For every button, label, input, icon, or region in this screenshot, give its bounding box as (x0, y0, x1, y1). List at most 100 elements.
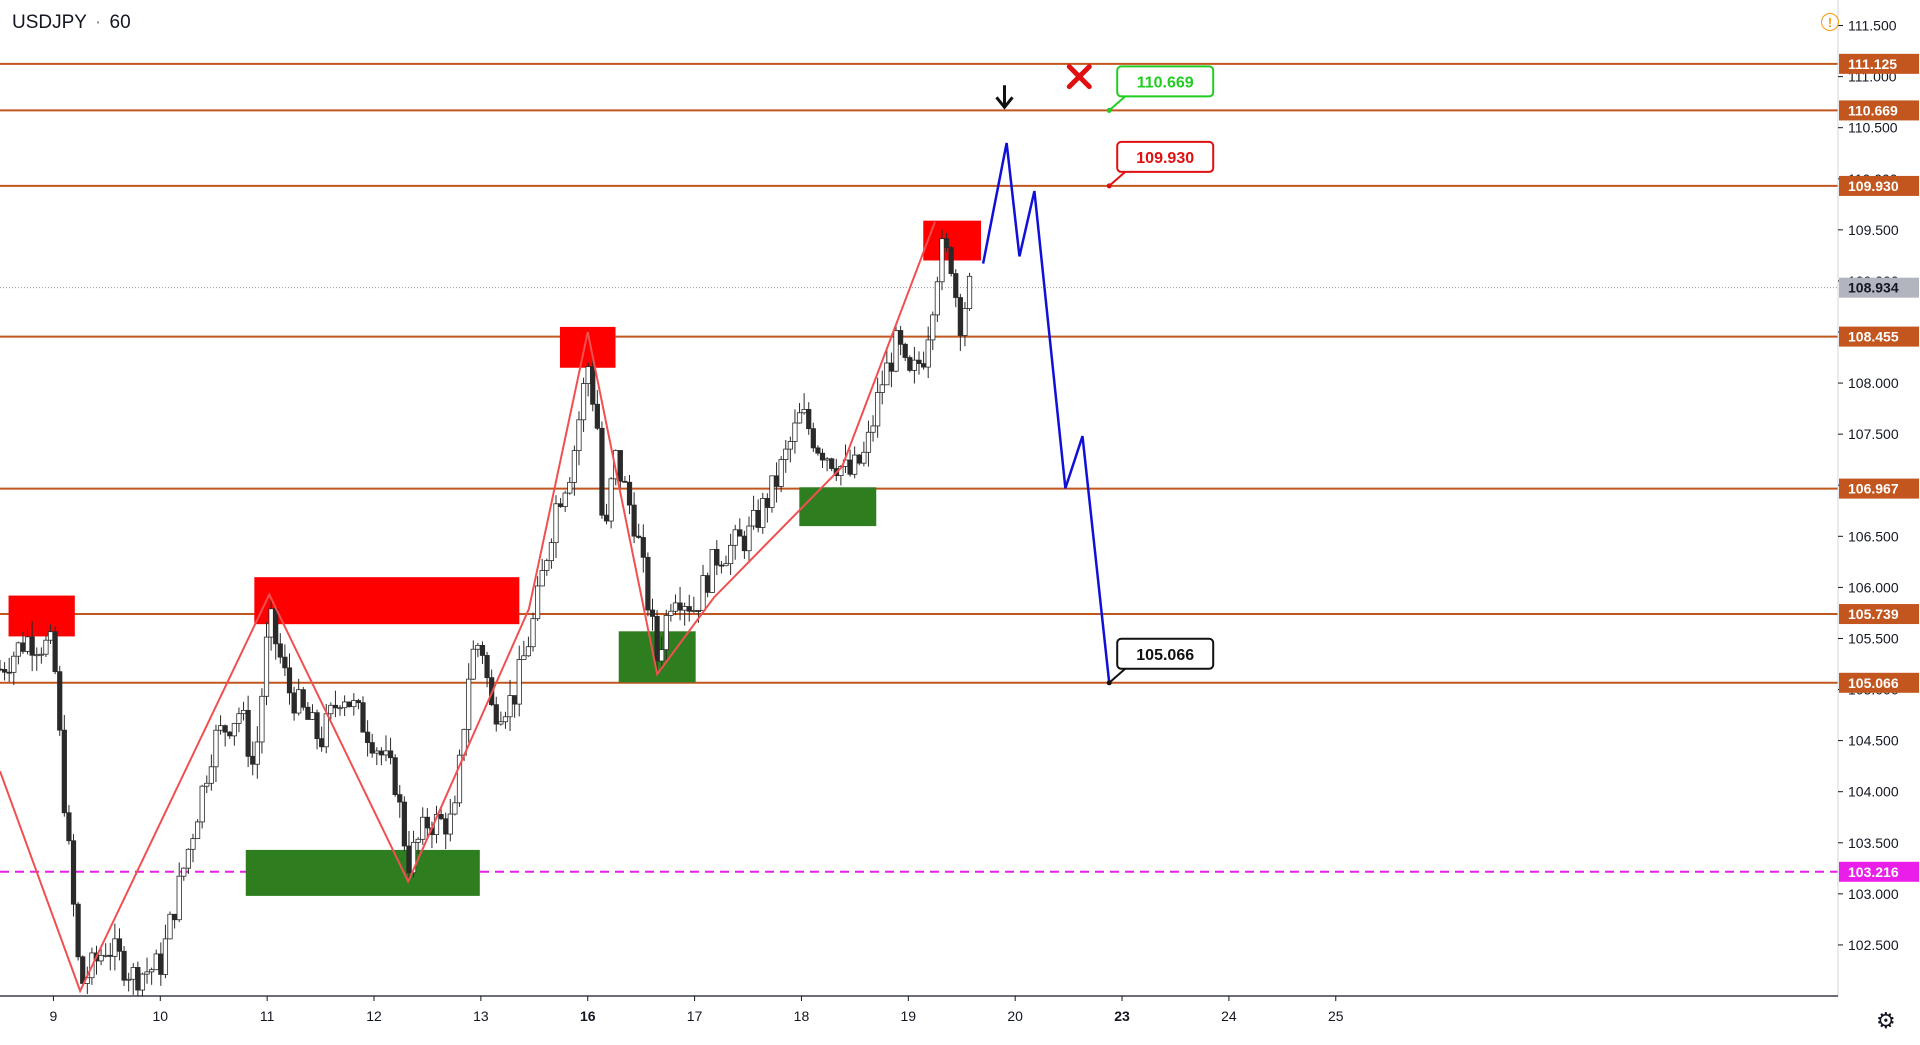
candle-body (920, 363, 927, 368)
resistance-zone[interactable] (8, 595, 75, 637)
candle (792, 409, 798, 454)
candle (939, 229, 945, 291)
candle (663, 609, 669, 660)
level-price-tag[interactable]: 111.125 (1839, 53, 1919, 74)
x-mark-icon[interactable] (1066, 64, 1092, 90)
candle-body (332, 704, 339, 709)
candle-body (718, 564, 725, 567)
level-price-tag[interactable]: 109.930 (1839, 175, 1919, 196)
candle-body (149, 969, 155, 973)
candle (0, 659, 3, 672)
level-price-tag[interactable]: 105.739 (1839, 604, 1919, 625)
candle (741, 530, 747, 559)
level-price-tag[interactable]: 105.066 (1839, 672, 1919, 693)
candle (769, 475, 775, 513)
candle-body (415, 838, 421, 843)
candle-body (737, 529, 743, 537)
candle-body (773, 475, 780, 487)
candle (424, 808, 430, 838)
price-callout[interactable]: 105.066 (1106, 637, 1215, 686)
candle (553, 495, 559, 559)
y-tick-label: 102.500 (1848, 937, 1899, 953)
price-callout[interactable]: 110.669 (1106, 65, 1215, 113)
candle-body (746, 525, 752, 552)
candle (649, 598, 656, 631)
candle-body (401, 801, 407, 847)
candle-body (852, 454, 858, 475)
tag-label: 106.967 (1848, 481, 1899, 497)
candle-body (824, 458, 830, 461)
candle-body (410, 841, 417, 874)
zigzag-line[interactable] (0, 221, 936, 994)
candle (153, 949, 159, 971)
candle (847, 449, 853, 477)
tag-bg (1839, 326, 1919, 347)
candle-body (374, 750, 380, 754)
level-price-tag[interactable]: 110.669 (1839, 100, 1919, 121)
candle (11, 651, 17, 686)
candle (535, 576, 541, 622)
time-axis-bg (0, 996, 1920, 1040)
symbol-header[interactable]: USDJPY · 60 (12, 12, 131, 34)
candle (626, 475, 633, 515)
level-price-tag[interactable]: 103.216 (1839, 861, 1919, 882)
candle-body (213, 729, 219, 768)
current-price-tag[interactable]: 108.934 (1839, 277, 1919, 298)
tag-label: 108.455 (1848, 329, 1899, 345)
candle (507, 679, 513, 732)
candle (227, 730, 233, 739)
level-price-tag[interactable]: 106.967 (1839, 478, 1919, 499)
candle-body (383, 750, 389, 756)
candle-body (250, 755, 256, 765)
candle (231, 722, 237, 746)
candle-body (139, 973, 146, 991)
candle (608, 477, 614, 529)
candle-body (521, 655, 527, 660)
candle (185, 848, 191, 874)
candle-body (300, 689, 306, 708)
candle-body (443, 818, 449, 835)
gear-icon[interactable]: ⚙ (1876, 1009, 1896, 1034)
candle (815, 445, 821, 456)
x-tick-label: 24 (1221, 1008, 1237, 1024)
zigzag-layer (0, 221, 936, 994)
candle-body (870, 425, 876, 433)
candle (672, 594, 679, 616)
candle-body (268, 608, 274, 638)
resistance-zone[interactable] (254, 577, 520, 625)
candle-body (493, 704, 499, 725)
candle-body (479, 645, 486, 656)
level-price-tag[interactable]: 108.455 (1839, 326, 1919, 347)
candle (806, 402, 812, 435)
tag-label: 110.669 (1848, 102, 1898, 118)
arrow-down-icon[interactable] (995, 85, 1014, 110)
candle-body (677, 602, 683, 611)
warning-icon[interactable]: ! (1821, 13, 1839, 31)
candle-body (80, 956, 86, 984)
candle-body (484, 655, 490, 679)
candle (617, 450, 623, 489)
candle-body (387, 750, 394, 759)
candle (571, 445, 577, 496)
candle-body (939, 238, 945, 283)
tag-bg (1839, 604, 1919, 625)
support-zone[interactable] (799, 487, 877, 527)
candle (420, 807, 426, 845)
candle (943, 232, 950, 253)
candle-body (631, 504, 637, 537)
support-zone[interactable] (245, 849, 480, 896)
candle (865, 420, 872, 467)
tag-bg (1839, 672, 1919, 693)
candle (746, 516, 752, 564)
candle-body (930, 314, 936, 341)
projection-line[interactable] (981, 142, 1111, 683)
candle-body (158, 953, 164, 975)
candle (930, 311, 936, 351)
price-callout[interactable]: 109.930 (1106, 140, 1215, 189)
x-tick-label: 12 (366, 1008, 382, 1024)
tag-bg (1839, 175, 1919, 196)
candle (884, 347, 890, 386)
candle (548, 538, 555, 569)
